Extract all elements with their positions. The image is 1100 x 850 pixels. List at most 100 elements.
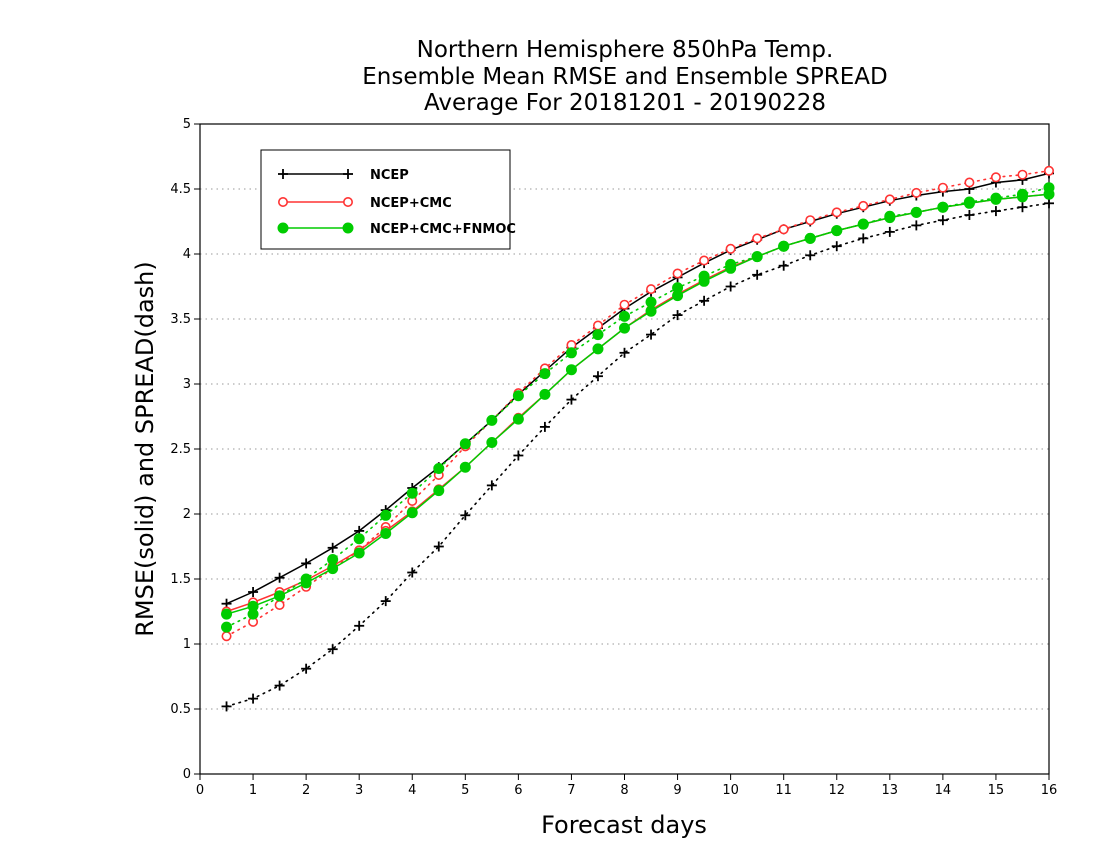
filled-circle-marker xyxy=(592,343,604,355)
filled-circle-marker xyxy=(884,212,896,224)
plus-marker xyxy=(566,394,577,405)
open-circle-marker xyxy=(1017,169,1028,180)
filled-circle-marker xyxy=(459,461,471,473)
open-circle-marker xyxy=(1044,165,1055,176)
open-circle-marker xyxy=(778,224,789,235)
open-circle-marker xyxy=(725,243,736,254)
open-circle-marker xyxy=(221,631,232,642)
plus-marker xyxy=(831,241,842,252)
x-tick-label: 10 xyxy=(722,783,739,798)
y-tick-label: 3 xyxy=(183,377,191,392)
spread-line xyxy=(225,202,1050,708)
legend-entry: NCEP+CMC xyxy=(277,196,452,211)
filled-circle-marker xyxy=(804,232,816,244)
filled-circle-marker xyxy=(778,240,790,252)
plus-marker xyxy=(327,542,338,553)
filled-circle-marker xyxy=(963,197,975,209)
filled-circle-marker xyxy=(565,347,577,359)
filled-circle-marker xyxy=(380,509,392,521)
filled-circle-marker xyxy=(274,590,286,602)
filled-circle-marker xyxy=(277,222,289,234)
plus-marker xyxy=(513,450,524,461)
plus-marker xyxy=(937,215,948,226)
series-ncep-cmc-fnmoc xyxy=(221,182,1055,633)
filled-circle-marker xyxy=(672,290,684,302)
open-circle-marker xyxy=(990,172,1001,183)
x-tick-label: 2 xyxy=(302,783,310,798)
filled-circle-marker xyxy=(327,554,339,565)
chart-title: Northern Hemisphere 850hPa Temp. Ensembl… xyxy=(362,37,887,116)
plus-marker xyxy=(1017,202,1028,213)
x-tick-label: 7 xyxy=(567,783,575,798)
legend-label: NCEP xyxy=(370,168,409,183)
y-axis-label: RMSE(solid) and SPREAD(dash) xyxy=(131,261,159,637)
plus-marker xyxy=(278,169,288,179)
plus-marker xyxy=(486,480,497,491)
title-line-3: Average For 20181201 - 20190228 xyxy=(424,90,826,116)
open-circle-marker xyxy=(831,207,842,218)
filled-circle-marker xyxy=(539,388,551,400)
plus-marker xyxy=(619,347,630,358)
plus-marker xyxy=(248,693,259,704)
filled-circle-marker xyxy=(433,485,445,497)
plus-marker xyxy=(380,596,391,607)
filled-circle-marker xyxy=(406,487,418,499)
open-circle-marker xyxy=(858,200,869,211)
filled-circle-marker xyxy=(512,390,524,402)
filled-circle-marker xyxy=(698,275,710,287)
open-circle-marker xyxy=(937,182,948,193)
y-tick-label: 0.5 xyxy=(170,702,191,717)
x-axis-label: Forecast days xyxy=(541,811,707,839)
y-tick-label: 5 xyxy=(183,117,191,132)
rmse-line xyxy=(226,193,1050,613)
filled-circle-marker xyxy=(565,364,577,376)
y-tick-label: 1 xyxy=(183,637,191,652)
plus-marker xyxy=(646,329,657,340)
legend-entry: NCEP+CMC+FNMOC xyxy=(277,222,516,237)
filled-circle-marker xyxy=(486,437,498,448)
y-tick-label: 3.5 xyxy=(170,312,191,327)
open-circle-marker xyxy=(277,197,288,208)
plus-marker xyxy=(248,587,259,597)
filled-circle-marker xyxy=(486,414,498,426)
title-line-2: Ensemble Mean RMSE and Ensemble SPREAD xyxy=(362,64,887,90)
y-tick-label: 4.5 xyxy=(170,182,191,197)
x-tick-label: 13 xyxy=(882,783,899,798)
plus-marker xyxy=(221,701,232,712)
x-tick-label: 12 xyxy=(828,783,845,798)
x-tick-label: 3 xyxy=(355,783,363,798)
open-circle-marker xyxy=(699,255,710,266)
filled-circle-marker xyxy=(406,507,418,519)
y-tick-label: 1.5 xyxy=(170,572,191,587)
data-series xyxy=(221,165,1055,712)
open-circle-marker xyxy=(884,194,895,205)
open-circle-marker xyxy=(805,215,816,226)
plus-marker xyxy=(407,567,418,578)
open-circle-marker xyxy=(964,177,975,188)
plus-marker xyxy=(592,371,603,382)
filled-circle-marker xyxy=(459,438,471,450)
x-tick-label: 5 xyxy=(461,783,469,798)
filled-circle-marker xyxy=(857,218,869,230)
plus-marker xyxy=(752,269,763,280)
legend-entry: NCEP xyxy=(278,168,409,183)
y-tick-label: 2 xyxy=(183,507,191,522)
filled-circle-marker xyxy=(353,547,365,559)
filled-circle-marker xyxy=(619,310,630,322)
filled-circle-marker xyxy=(539,368,551,380)
y-tick-label: 0 xyxy=(183,767,191,782)
filled-circle-marker xyxy=(300,577,312,589)
filled-circle-marker xyxy=(910,206,922,218)
filled-circle-marker xyxy=(831,225,843,237)
filled-circle-marker xyxy=(221,621,233,633)
filled-circle-marker xyxy=(725,262,737,274)
open-circle-marker xyxy=(752,233,763,244)
filled-circle-marker xyxy=(342,222,354,234)
legend: NCEP NCEP+CMC NCEP+CMC+FNMOC xyxy=(260,149,516,250)
filled-circle-marker xyxy=(1016,191,1028,203)
plus-marker xyxy=(433,541,444,552)
open-circle-marker xyxy=(592,320,603,331)
plus-marker xyxy=(858,233,869,244)
plus-marker xyxy=(274,572,285,583)
